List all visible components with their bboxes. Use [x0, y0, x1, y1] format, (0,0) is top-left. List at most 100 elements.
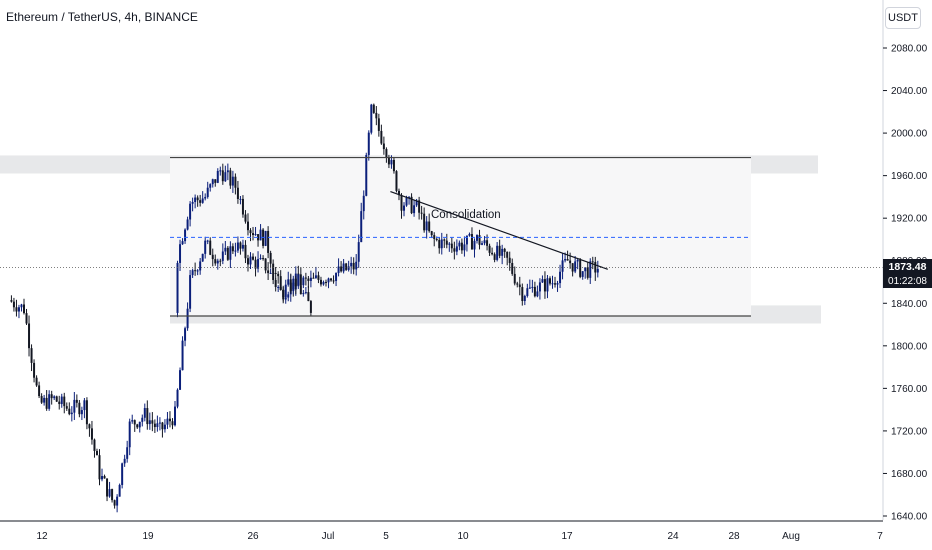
candle [244, 210, 247, 224]
candle [478, 229, 481, 250]
candle [463, 236, 466, 257]
candle [586, 261, 589, 280]
candle [335, 272, 338, 287]
candle [101, 468, 104, 482]
candle [518, 276, 521, 296]
candle [322, 280, 325, 286]
candle [80, 406, 83, 421]
candle [111, 488, 114, 503]
candle [85, 397, 88, 430]
candle [511, 258, 514, 276]
range-fill [170, 157, 751, 317]
candle [289, 273, 292, 294]
candle [470, 227, 473, 250]
candle [201, 253, 204, 262]
candle [375, 106, 378, 126]
candle [508, 251, 511, 271]
candle [448, 242, 451, 252]
candle [352, 257, 355, 275]
candle [194, 262, 197, 276]
candle [148, 412, 151, 430]
candle [332, 275, 335, 284]
candle [307, 286, 310, 302]
candle [186, 216, 189, 231]
candle [90, 420, 93, 445]
candle [277, 271, 280, 284]
candle [292, 275, 295, 295]
candle [262, 228, 265, 249]
candle [521, 283, 524, 306]
candle [23, 298, 25, 315]
candle [189, 269, 192, 313]
candle [254, 226, 257, 236]
candle [264, 258, 267, 274]
candle [199, 194, 202, 207]
overlay: Consolidation [0, 156, 883, 317]
candle [372, 103, 375, 114]
candle [95, 448, 98, 456]
candle [121, 462, 124, 489]
candle [209, 183, 212, 192]
candle [221, 243, 224, 265]
candle [566, 250, 569, 261]
candle [133, 419, 136, 432]
candle [513, 266, 516, 286]
candle [453, 241, 456, 260]
candle [196, 195, 199, 207]
candle [337, 258, 340, 277]
candle [450, 237, 453, 253]
candle [58, 395, 61, 410]
candle [596, 260, 599, 278]
candle [496, 242, 499, 262]
price-axis: 2080.002040.002000.001960.001920.001880.… [882, 0, 928, 523]
candle [548, 276, 551, 286]
candle [25, 308, 28, 326]
candle [445, 233, 448, 249]
time-axis: 12 19 26 Jul 5 10 17 24 28 Aug 7 [0, 520, 883, 542]
candle [277, 285, 280, 293]
candle [350, 256, 353, 274]
candle [317, 271, 320, 284]
candle [249, 228, 252, 242]
candle [204, 236, 207, 259]
candle [33, 359, 36, 383]
candle [254, 256, 257, 277]
candle [20, 303, 23, 312]
candle [284, 279, 287, 304]
candle [382, 136, 385, 155]
candle [143, 403, 146, 422]
candle [423, 207, 426, 233]
candle [294, 276, 297, 295]
candle [179, 239, 182, 271]
candle [307, 276, 310, 288]
currency-button[interactable]: USDT [885, 7, 921, 29]
candle [17, 304, 20, 319]
candle [236, 180, 239, 204]
candle [355, 254, 358, 276]
time-tick-label: 24 [667, 531, 679, 542]
candle [262, 255, 265, 261]
candle [229, 241, 232, 269]
candle [503, 247, 506, 258]
candle [304, 272, 307, 286]
candle [78, 400, 81, 418]
candle [551, 275, 554, 289]
candle [345, 262, 348, 271]
candle [413, 199, 416, 217]
candle [63, 392, 66, 414]
candle [98, 449, 101, 486]
candle [116, 494, 119, 513]
candle [259, 254, 262, 260]
candle [163, 419, 166, 433]
candle [377, 113, 380, 137]
candle [584, 267, 587, 279]
candle [400, 193, 403, 219]
candle [554, 276, 557, 288]
candle [579, 258, 582, 279]
price-tick-label: 1960.00 [891, 171, 928, 182]
candle [30, 344, 33, 372]
candle [234, 173, 237, 195]
candle [136, 423, 139, 429]
candle [10, 295, 13, 303]
